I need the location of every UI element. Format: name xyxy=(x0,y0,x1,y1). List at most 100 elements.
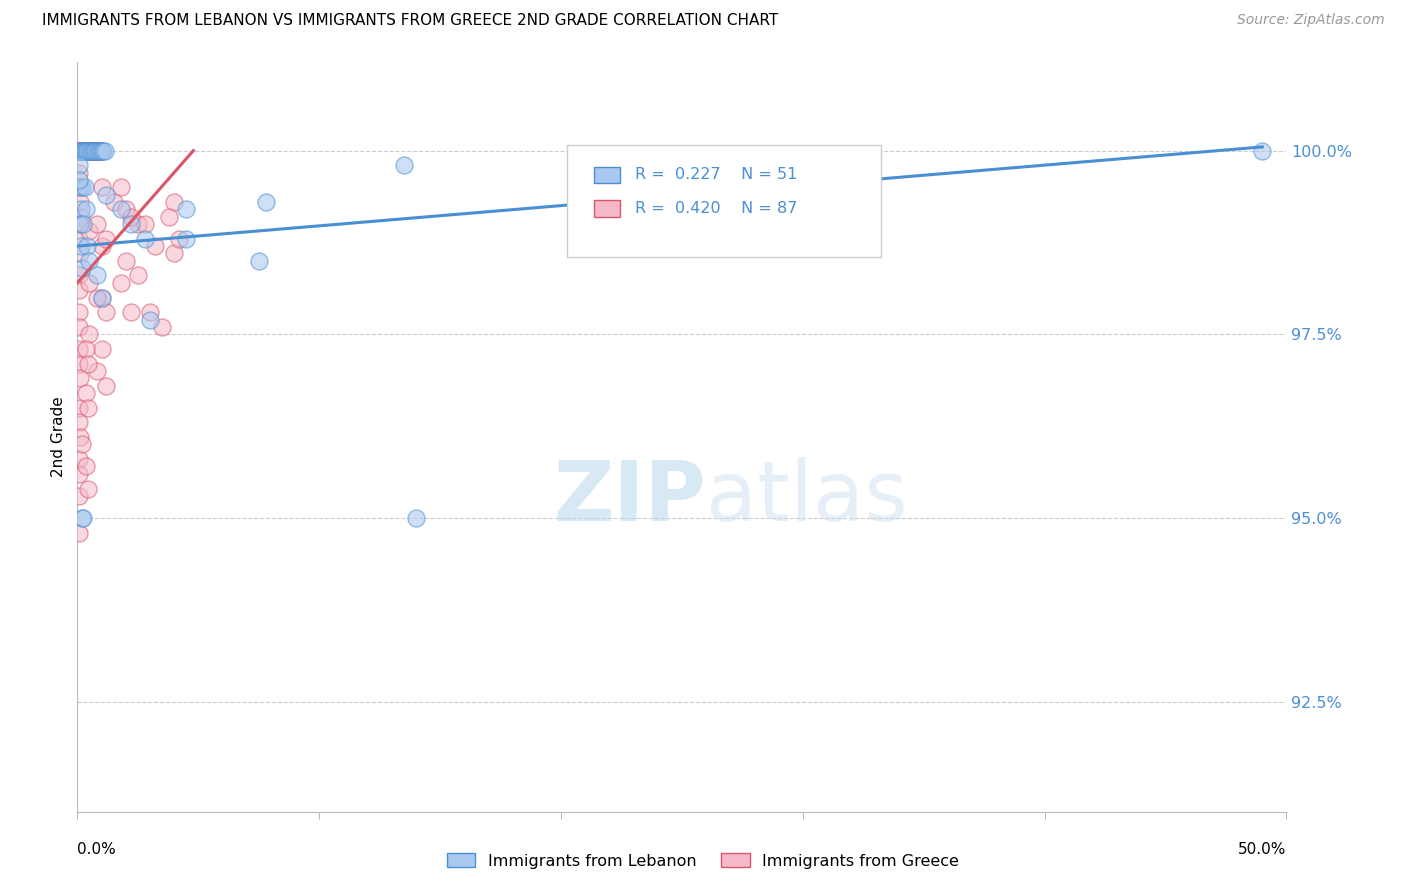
Point xyxy=(70,261,93,276)
Point xyxy=(67,357,90,371)
Point xyxy=(80,144,103,158)
Point xyxy=(75,144,97,158)
Point xyxy=(72,144,94,158)
Point xyxy=(69,430,91,444)
Point xyxy=(77,357,100,371)
Point xyxy=(72,511,94,525)
Point xyxy=(90,144,112,158)
Point xyxy=(96,305,118,319)
Point xyxy=(73,180,96,194)
Point xyxy=(127,217,149,231)
Point xyxy=(79,327,101,342)
FancyBboxPatch shape xyxy=(593,201,620,217)
Point xyxy=(69,180,91,194)
Legend: Immigrants from Lebanon, Immigrants from Greece: Immigrants from Lebanon, Immigrants from… xyxy=(440,847,966,875)
Point xyxy=(79,253,101,268)
Point xyxy=(67,144,90,158)
Text: atlas: atlas xyxy=(706,457,908,538)
Point xyxy=(73,144,96,158)
Point xyxy=(69,144,91,158)
Point xyxy=(75,459,97,474)
Point xyxy=(120,217,142,231)
Point xyxy=(86,217,108,231)
Point xyxy=(69,144,91,158)
Point xyxy=(67,180,90,194)
Point xyxy=(139,312,162,326)
Point xyxy=(67,452,90,467)
Point xyxy=(134,217,156,231)
Point xyxy=(87,144,110,158)
Point xyxy=(93,144,115,158)
Point xyxy=(96,187,118,202)
Point xyxy=(86,291,108,305)
Point xyxy=(114,253,136,268)
Point xyxy=(167,232,190,246)
Point xyxy=(83,144,105,158)
Point xyxy=(67,305,90,319)
Point xyxy=(70,144,93,158)
Point xyxy=(75,144,97,158)
Point xyxy=(82,144,104,158)
Point xyxy=(86,364,108,378)
Point xyxy=(79,144,101,158)
Point xyxy=(103,194,125,209)
Text: R =  0.227    N = 51: R = 0.227 N = 51 xyxy=(634,168,797,182)
Point xyxy=(76,144,98,158)
Point xyxy=(405,511,427,525)
FancyBboxPatch shape xyxy=(567,145,882,257)
Text: R =  0.420    N = 87: R = 0.420 N = 87 xyxy=(634,201,797,216)
Point xyxy=(89,144,111,158)
Point xyxy=(67,232,90,246)
Point xyxy=(120,305,142,319)
Point xyxy=(67,283,90,297)
Point xyxy=(76,144,98,158)
Point xyxy=(67,342,90,356)
Point xyxy=(70,210,93,224)
Point xyxy=(75,386,97,401)
FancyBboxPatch shape xyxy=(593,167,620,183)
Point xyxy=(79,144,101,158)
Point xyxy=(83,144,105,158)
Point xyxy=(84,144,107,158)
Point xyxy=(134,232,156,246)
Point xyxy=(96,378,118,392)
Point xyxy=(127,268,149,283)
Point xyxy=(67,166,90,180)
Point xyxy=(163,194,186,209)
Point xyxy=(87,144,110,158)
Point xyxy=(89,144,111,158)
Point xyxy=(76,144,98,158)
Point xyxy=(114,202,136,217)
Point xyxy=(67,467,90,481)
Point xyxy=(90,291,112,305)
Point xyxy=(69,371,91,385)
Point xyxy=(77,144,100,158)
Point xyxy=(90,180,112,194)
Point xyxy=(247,253,270,268)
Point xyxy=(90,239,112,253)
Point xyxy=(94,144,117,158)
Point xyxy=(67,268,90,283)
Point xyxy=(120,210,142,224)
Point xyxy=(67,319,90,334)
Point xyxy=(77,144,100,158)
Point xyxy=(110,180,132,194)
Point xyxy=(70,511,93,525)
Point xyxy=(77,144,100,158)
Point xyxy=(163,246,186,260)
Point xyxy=(72,144,94,158)
Text: ZIP: ZIP xyxy=(554,457,706,538)
Point xyxy=(174,202,197,217)
Point xyxy=(91,144,114,158)
Point xyxy=(143,239,166,253)
Point xyxy=(67,489,90,503)
Point xyxy=(1251,144,1274,158)
Point xyxy=(84,144,107,158)
Point xyxy=(82,144,104,158)
Point xyxy=(150,319,173,334)
Point xyxy=(76,239,98,253)
Point xyxy=(79,276,101,290)
Point xyxy=(79,224,101,238)
Point xyxy=(67,401,90,415)
Point xyxy=(72,217,94,231)
